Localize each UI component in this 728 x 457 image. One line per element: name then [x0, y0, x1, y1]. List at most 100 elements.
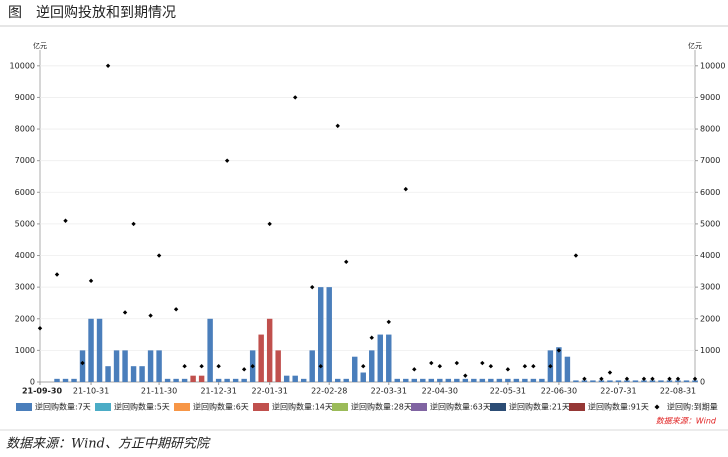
point	[63, 218, 68, 223]
bar	[96, 318, 103, 382]
point	[310, 284, 315, 290]
bar	[360, 372, 366, 382]
bar	[505, 378, 511, 382]
x-tick-label: 22-03-31	[371, 387, 407, 396]
bar	[326, 287, 332, 382]
y2-tick-label: 3000	[700, 283, 720, 292]
bar	[190, 375, 196, 382]
y2-tick-label: 6000	[700, 188, 720, 197]
x-tick-label: 22-06-30	[541, 387, 577, 396]
y-tick-label: 6000	[15, 188, 35, 197]
legend-label: 逆回购数量:14天	[272, 402, 333, 412]
point	[607, 370, 613, 375]
point	[173, 307, 179, 312]
bar	[147, 350, 154, 382]
bar	[394, 378, 400, 382]
y2-tick-label: 0	[700, 378, 705, 387]
point	[386, 319, 391, 325]
x-tick-label: 22-01-31	[252, 387, 288, 396]
bar	[403, 378, 409, 382]
bar	[173, 378, 179, 382]
y-tick-label: 3000	[15, 283, 35, 292]
point	[675, 376, 681, 382]
legend-swatch	[16, 403, 32, 411]
bar	[377, 334, 383, 382]
page-title: 图 逆回购投放和到期情况	[8, 5, 176, 21]
legend-swatch	[569, 403, 585, 411]
bar	[207, 318, 213, 382]
y-tick-label: 2000	[15, 314, 35, 323]
bar	[352, 356, 358, 382]
point	[573, 253, 579, 258]
point	[599, 376, 604, 382]
x-tick-label: 21-09-30	[22, 387, 62, 396]
bar	[292, 375, 298, 382]
bar	[581, 380, 588, 382]
bar	[428, 378, 435, 382]
point	[369, 335, 374, 340]
point	[429, 360, 434, 366]
point	[548, 363, 553, 369]
bar	[156, 350, 162, 382]
legend-swatch	[174, 403, 190, 411]
legend-swatch	[332, 403, 348, 411]
bar	[317, 287, 324, 382]
bar	[130, 366, 137, 382]
bar	[556, 347, 562, 382]
point	[216, 363, 221, 369]
bar	[539, 378, 545, 382]
footer: 数据来源：Wind、方正中期研究院	[6, 436, 211, 452]
bar	[454, 378, 460, 382]
point	[403, 186, 408, 192]
y2-tick-label: 9000	[700, 93, 720, 102]
bar	[692, 380, 698, 382]
bar	[590, 380, 596, 382]
bar	[122, 350, 128, 382]
point	[463, 373, 468, 378]
legend-label: 逆回购数量:28天	[351, 402, 412, 412]
y2-tick-label: 10000	[700, 61, 725, 70]
point	[182, 363, 187, 369]
point	[131, 221, 136, 227]
bar	[181, 378, 188, 382]
bar	[283, 375, 290, 382]
y-tick-label: 7000	[15, 156, 35, 165]
point	[267, 221, 272, 227]
bar	[471, 378, 477, 382]
y-tick-label: 5000	[15, 219, 35, 228]
legend-label: 逆回购数量:7天	[35, 402, 91, 412]
legend-swatch	[411, 403, 427, 411]
point	[335, 123, 340, 129]
bar	[300, 378, 307, 382]
y2-tick-label: 7000	[700, 156, 720, 165]
bar	[232, 378, 239, 382]
bar	[54, 378, 60, 382]
legend-label: 逆回购数量:91天	[588, 402, 649, 412]
bar	[479, 378, 486, 382]
x-tick-label: 21-11-30	[141, 387, 177, 396]
bar	[198, 375, 205, 382]
bar	[573, 380, 579, 382]
bar	[88, 318, 94, 382]
point	[105, 63, 111, 69]
point	[437, 363, 443, 369]
point	[582, 376, 587, 382]
point	[412, 367, 417, 372]
y2-tick-label: 5000	[700, 219, 720, 228]
x-tick-label: 22-08-31	[660, 387, 696, 396]
legend-label: 逆回购数量:63天	[430, 402, 491, 412]
bar	[79, 350, 86, 382]
x-tick-label: 22-07-31	[600, 387, 636, 396]
bar	[420, 378, 426, 382]
bar	[615, 380, 622, 382]
point	[156, 253, 162, 258]
x-tick-label: 22-02-28	[311, 387, 347, 396]
point	[650, 376, 655, 382]
point	[641, 376, 647, 382]
legend-swatch	[95, 403, 111, 411]
bar	[683, 380, 690, 382]
bar	[411, 378, 418, 382]
x-tick-label: 21-10-31	[73, 387, 109, 396]
bar	[71, 378, 77, 382]
